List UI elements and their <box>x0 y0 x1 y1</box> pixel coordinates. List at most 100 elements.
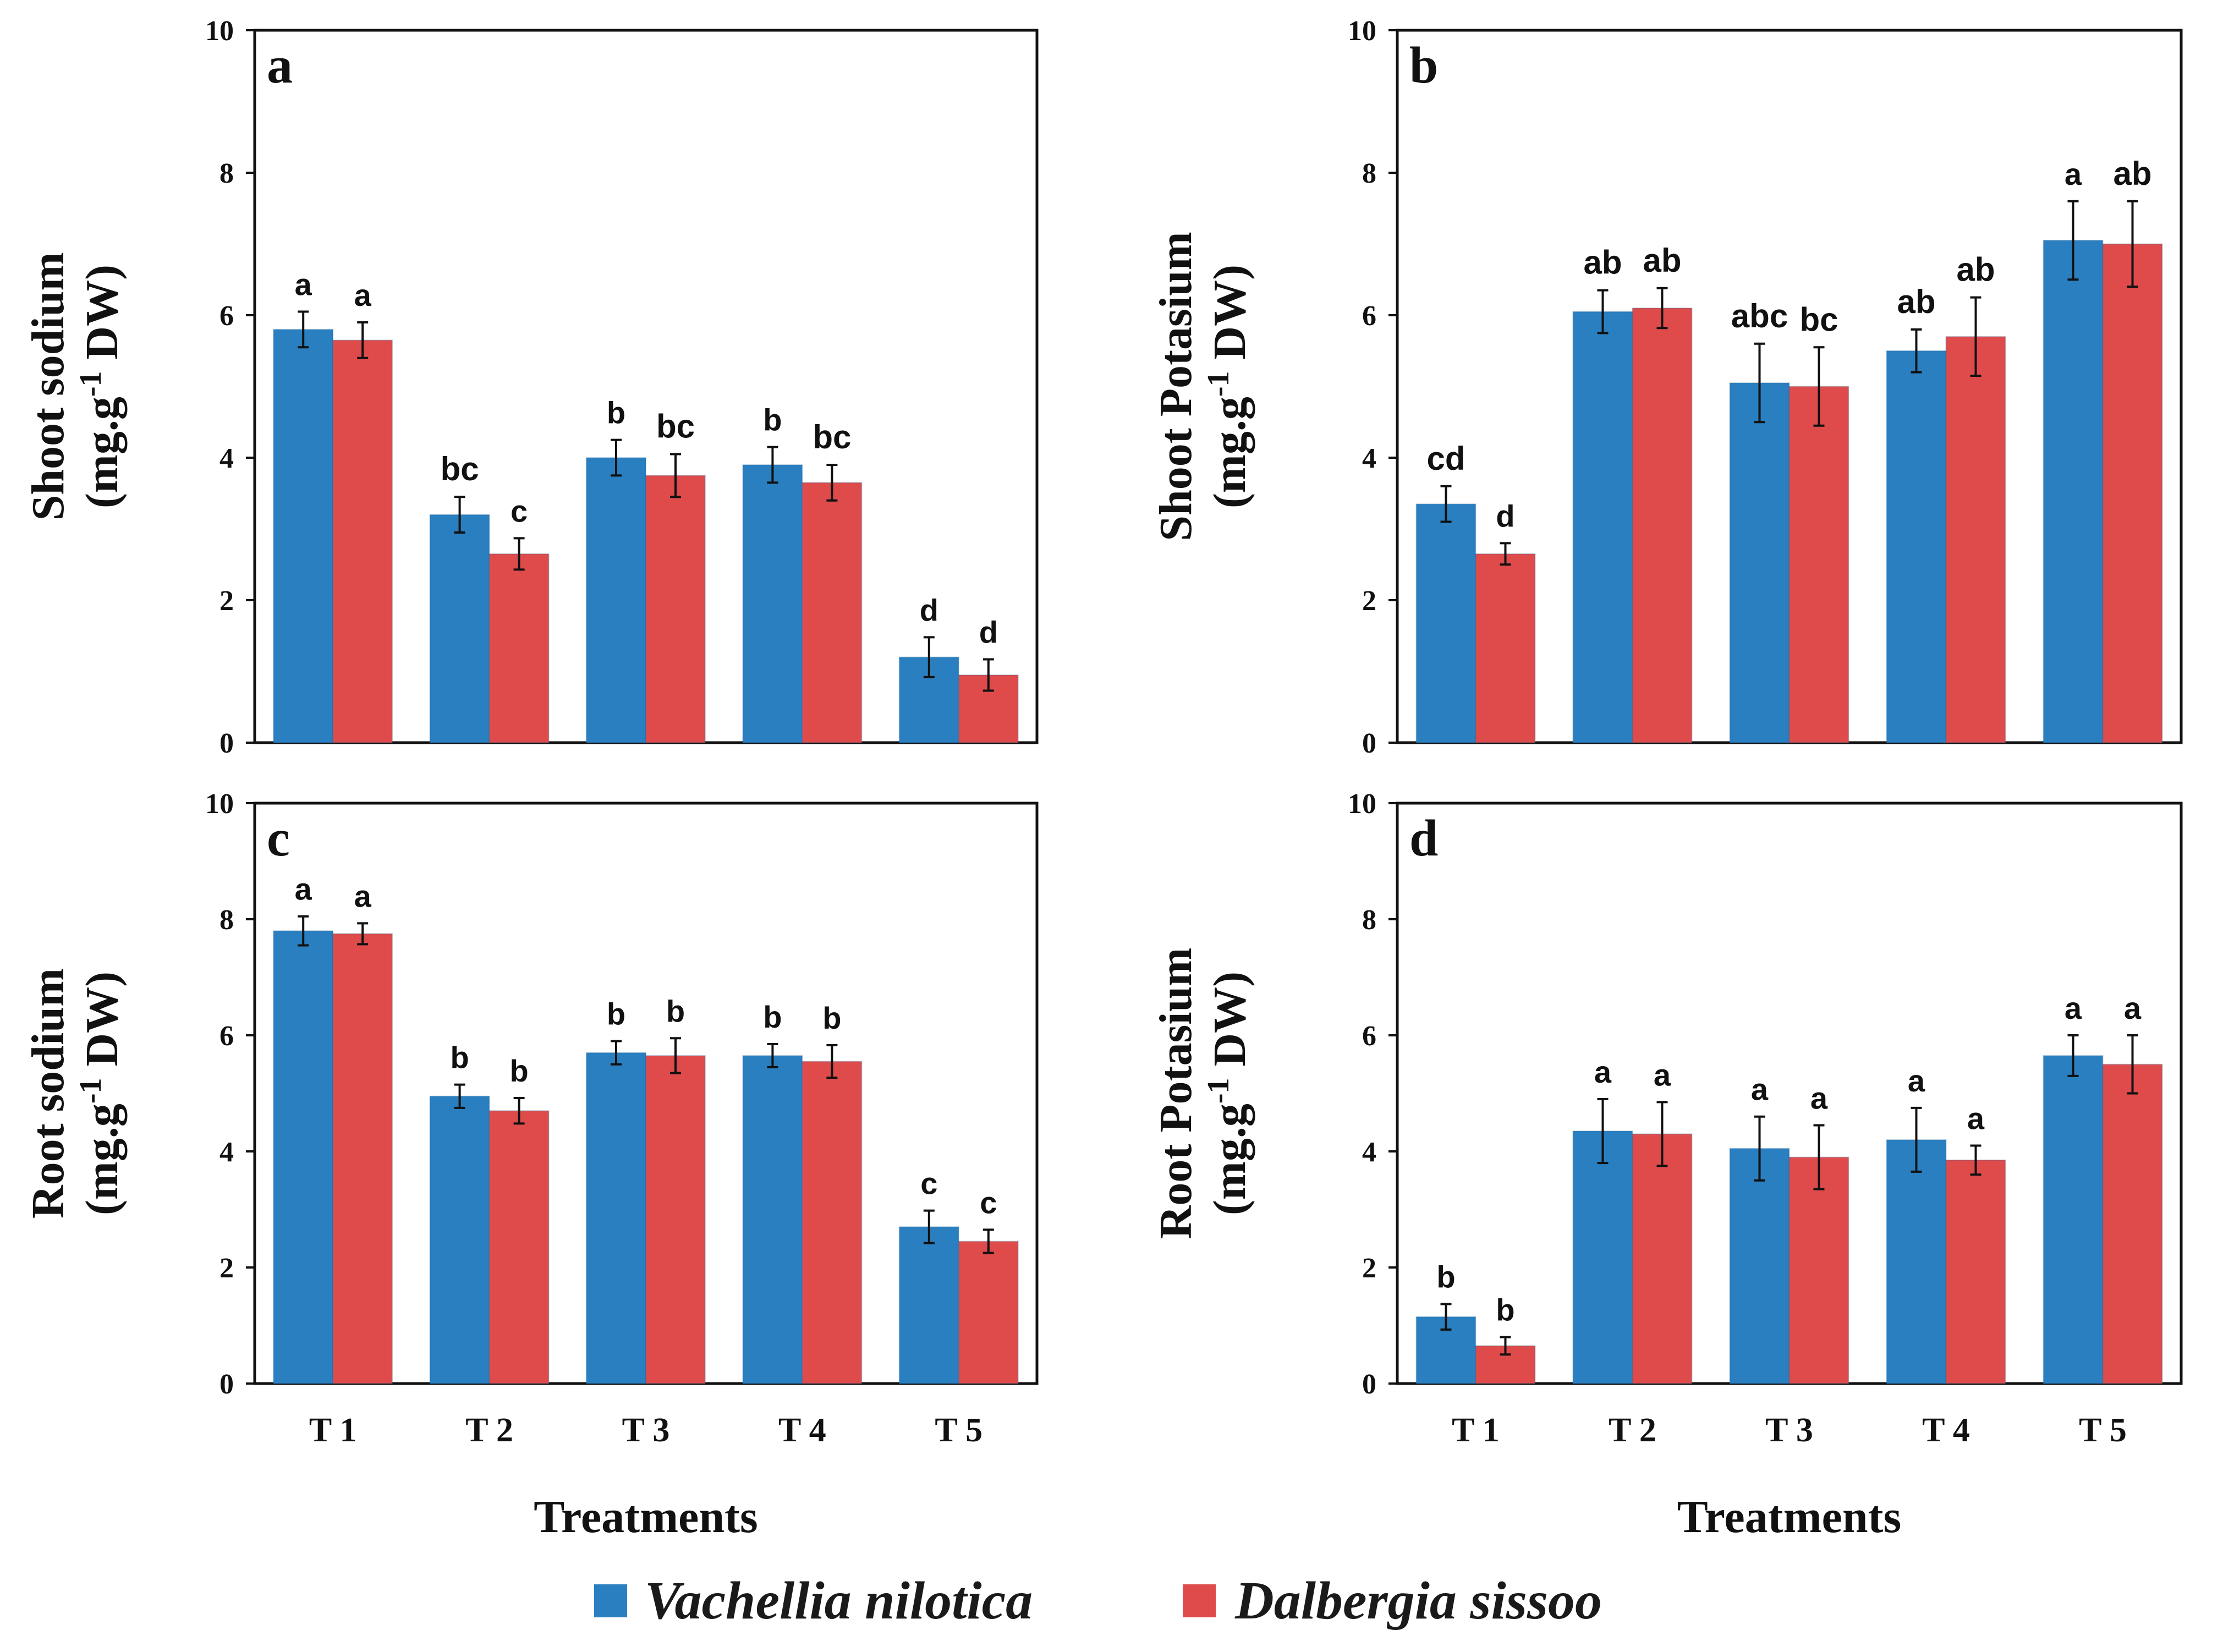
bar-dalbergia-4 <box>1945 1159 2006 1384</box>
significance-letter: bc <box>656 408 695 445</box>
y-tick-label: 2 <box>1362 1253 1376 1284</box>
error-bar <box>670 453 681 498</box>
error-bar <box>982 658 994 692</box>
y-tick-label: 2 <box>219 585 234 617</box>
bar-dalbergia-1 <box>332 339 393 743</box>
bar-dalbergia-1 <box>1475 553 1536 743</box>
x-axis-title: Treatments <box>534 1491 758 1543</box>
y-tick-label: 10 <box>1348 788 1376 820</box>
significance-letter: ab <box>2113 155 2151 192</box>
error-bar <box>1754 1115 1765 1182</box>
bar-vachellia-4 <box>1886 350 1947 743</box>
bar-vachellia-1 <box>273 328 334 743</box>
y-tick-label: 8 <box>219 904 234 936</box>
error-bar <box>611 438 622 477</box>
significance-letter: b <box>763 403 782 437</box>
bar-dalbergia-3 <box>645 475 706 743</box>
bar-vachellia-4 <box>742 1055 803 1385</box>
significance-letter: a <box>295 267 312 302</box>
significance-letter: ab <box>1583 244 1622 281</box>
bar-vachellia-5 <box>2043 240 2104 743</box>
significance-letter: a <box>2065 991 2082 1025</box>
x-tick-label: T 4 <box>778 1412 826 1449</box>
error-bar <box>1597 289 1609 334</box>
legend-label-1: Vachellia nilotica <box>645 1571 1033 1631</box>
significance-letter: bc <box>1799 301 1838 338</box>
error-bar <box>1911 1106 1922 1173</box>
bar-vachellia-4 <box>1886 1139 1947 1384</box>
error-bar <box>670 1037 681 1074</box>
significance-letter: b <box>450 1040 469 1075</box>
significance-letter: b <box>822 1001 841 1035</box>
y-tick-label: 10 <box>205 788 234 820</box>
significance-letter: d <box>920 592 938 627</box>
y-tick-label: 8 <box>219 158 234 189</box>
bar-vachellia-3 <box>586 457 646 743</box>
y-tick-label: 4 <box>219 1137 234 1168</box>
error-bar <box>923 636 935 678</box>
error-bar <box>1970 1144 1982 1176</box>
legend-swatch-2 <box>1183 1584 1216 1617</box>
bar-vachellia-2 <box>429 1095 490 1384</box>
x-tick-label: T 1 <box>1452 1412 1500 1449</box>
significance-letter: c <box>511 493 528 528</box>
x-tick-label: T 4 <box>1922 1412 1970 1449</box>
y-tick-label: 6 <box>219 1020 234 1052</box>
significance-letter: a <box>2124 991 2142 1025</box>
y-tick-label: 2 <box>219 1253 234 1284</box>
significance-letter: a <box>1751 1072 1769 1107</box>
bar-vachellia-5 <box>2043 1055 2104 1385</box>
significance-letter: d <box>979 614 998 649</box>
error-bar <box>513 1096 525 1125</box>
significance-letter: a <box>354 879 372 913</box>
panel-label: d <box>1409 810 1438 867</box>
y-tick-label: 6 <box>219 300 234 332</box>
bar-vachellia-3 <box>1729 382 1790 743</box>
legend-label-2: Dalbergia sissoo <box>1234 1571 1602 1631</box>
error-bar <box>357 922 369 946</box>
panel-label: c <box>267 810 290 867</box>
error-bar <box>767 446 778 484</box>
error-bar <box>2067 1034 2079 1077</box>
significance-letter: b <box>607 396 625 430</box>
bar-dalbergia-5 <box>958 1241 1019 1384</box>
bar-vachellia-3 <box>1729 1148 1790 1385</box>
error-bar <box>298 915 309 947</box>
significance-letter: abc <box>1731 298 1788 334</box>
y-tick-label: 6 <box>1362 300 1376 332</box>
significance-letter: bc <box>813 419 851 455</box>
bar-vachellia-2 <box>1572 311 1633 743</box>
error-bar <box>1813 1124 1825 1190</box>
y-tick-label: 0 <box>1362 1369 1376 1400</box>
error-bar <box>826 463 838 502</box>
bar-vachellia-4 <box>742 464 803 743</box>
error-bar <box>2127 200 2138 288</box>
x-tick-label: T 2 <box>465 1412 513 1449</box>
y-axis-unit: (mg.g-1 DW) <box>1201 972 1255 1215</box>
significance-letter: ab <box>1956 251 1995 288</box>
error-bar <box>1754 342 1765 424</box>
significance-letter: a <box>1810 1081 1828 1116</box>
significance-letter: a <box>354 278 372 312</box>
bar-vachellia-1 <box>273 930 334 1384</box>
significance-letter: a <box>1654 1057 1671 1092</box>
error-bar <box>1597 1098 1609 1165</box>
error-bar <box>1440 485 1452 523</box>
bar-dalbergia-5 <box>2102 243 2163 743</box>
error-bar <box>454 496 465 534</box>
error-bar <box>454 1083 465 1109</box>
significance-letter: b <box>1436 1259 1455 1294</box>
error-bar <box>1500 1336 1511 1356</box>
y-axis-title: Root sodium <box>23 968 74 1219</box>
error-bar <box>826 1044 838 1079</box>
significance-letter: a <box>1594 1055 1612 1089</box>
bar-dalbergia-2 <box>1632 308 1693 743</box>
y-axis-title: Root Potasium <box>1150 948 1201 1239</box>
significance-letter: b <box>607 997 625 1031</box>
y-axis-title: Shoot Potasium <box>1150 232 1201 541</box>
x-tick-label: T 3 <box>1765 1412 1813 1449</box>
x-axis-title: Treatments <box>1677 1491 1901 1543</box>
error-bar <box>1911 328 1922 374</box>
significance-letter: ab <box>1897 283 1935 320</box>
